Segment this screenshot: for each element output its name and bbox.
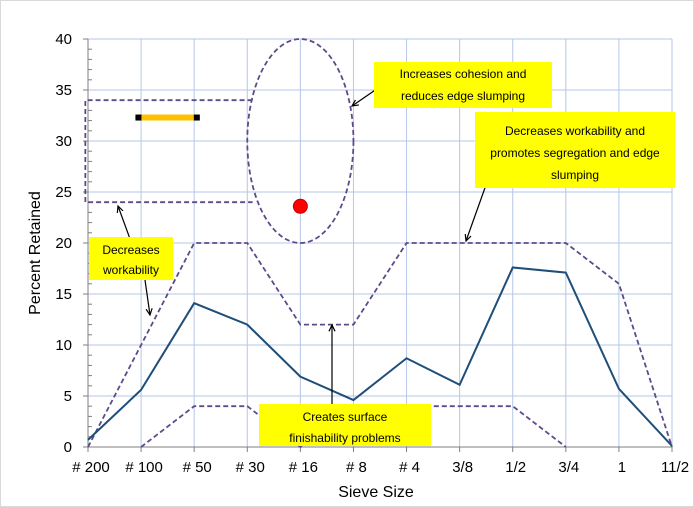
callout-background bbox=[89, 237, 173, 280]
callout-background bbox=[374, 62, 552, 108]
upper-limit-line bbox=[87, 242, 673, 448]
callout-arrow bbox=[144, 279, 151, 316]
x-tick-label: # 200 bbox=[72, 459, 110, 476]
y-tick-label: 0 bbox=[64, 439, 72, 456]
y-tick-label: 40 bbox=[55, 31, 72, 48]
x-tick-label: 1/2 bbox=[505, 459, 526, 476]
callout-arrowhead bbox=[350, 99, 360, 107]
legend-swatch-end bbox=[135, 114, 142, 121]
callout-text-line: slumping bbox=[551, 168, 599, 182]
x-tick-labels: # 200 # 100 # 50 # 30 # 16 # 8 # 4 3/8 1/2 3/4 1 11… bbox=[72, 459, 689, 476]
x-tick-label: # 4 bbox=[399, 459, 420, 476]
y-tick-labels: 0 5 10 15 20 25 30 35 40 bbox=[55, 31, 72, 456]
red-marker bbox=[292, 198, 308, 214]
gradation-series-line bbox=[87, 266, 673, 447]
callout-box: Decreases workability and promotes segreg… bbox=[475, 112, 675, 188]
x-tick-label: # 16 bbox=[289, 459, 318, 476]
dashed-ellipse bbox=[246, 38, 355, 244]
y-axis-title: Percent Retained bbox=[27, 191, 44, 315]
callout-box: Decreases workability bbox=[89, 237, 173, 280]
x-tick-label: 3/8 bbox=[452, 459, 473, 476]
y-tick-label: 35 bbox=[55, 82, 72, 99]
callout-background bbox=[259, 404, 431, 446]
callout-text-line: workability bbox=[102, 263, 159, 277]
callout-box: Increases cohesion and reduces edge slump… bbox=[374, 62, 552, 108]
callout-text-line: reduces edge slumping bbox=[401, 89, 525, 103]
callout-arrowhead bbox=[464, 233, 472, 243]
callout-arrowhead bbox=[116, 204, 124, 214]
y-tick-label: 15 bbox=[55, 286, 72, 303]
callout-arrowhead bbox=[328, 323, 336, 332]
callout-text-line: Decreases bbox=[102, 243, 159, 257]
x-tick-label: # 8 bbox=[346, 459, 367, 476]
legend-swatch-end bbox=[193, 114, 200, 121]
x-tick-label: 11/2 bbox=[661, 459, 689, 476]
x-tick-label: 3/4 bbox=[558, 459, 579, 476]
callout-arrow bbox=[465, 184, 487, 242]
x-tick-label: # 30 bbox=[236, 459, 265, 476]
callout-arrowhead bbox=[145, 308, 153, 317]
x-tick-label: # 100 bbox=[125, 459, 163, 476]
callout-text-line: Decreases workability and bbox=[505, 124, 645, 138]
dashed-bracket bbox=[84, 99, 253, 204]
y-tick-label: 30 bbox=[55, 133, 72, 150]
data-series bbox=[87, 266, 673, 447]
callout-text-line: promotes segregation and edge bbox=[490, 146, 660, 160]
x-axis-title: Sieve Size bbox=[338, 484, 414, 501]
y-tick-label: 10 bbox=[55, 337, 72, 354]
x-tick-label: # 50 bbox=[183, 459, 212, 476]
y-tick-label: 25 bbox=[55, 184, 72, 201]
y-tick-label: 5 bbox=[64, 388, 72, 405]
callout-background bbox=[475, 112, 675, 188]
callout-box: Creates surface finishability problems bbox=[259, 404, 431, 446]
x-tick-label: 1 bbox=[618, 459, 626, 476]
axes bbox=[83, 38, 673, 452]
gridlines bbox=[88, 38, 673, 447]
callouts: Increases cohesion and reduces edge slump… bbox=[89, 62, 675, 446]
annotation-shapes bbox=[84, 38, 355, 244]
callout-text-line: finishability problems bbox=[289, 431, 400, 445]
callout-text-line: Increases cohesion and bbox=[400, 67, 527, 81]
callout-text-line: Creates surface bbox=[303, 410, 388, 424]
y-tick-label: 20 bbox=[55, 235, 72, 252]
